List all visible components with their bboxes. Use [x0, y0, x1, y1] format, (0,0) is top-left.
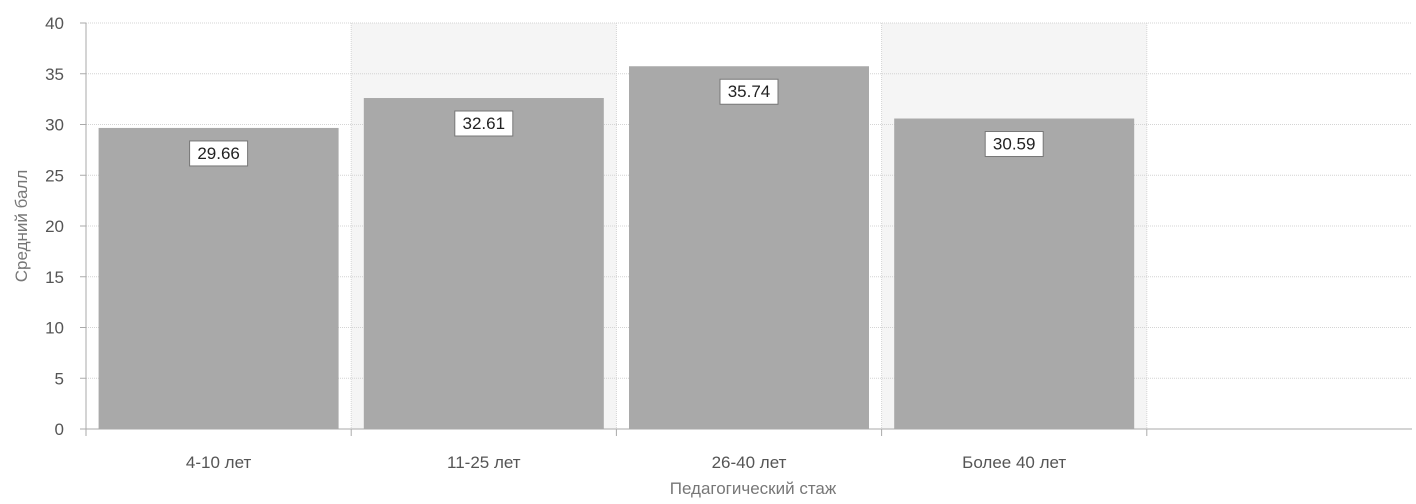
x-tick-labels: 4-10 лет 11-25 лет 26-40 лет Более 40 лет: [186, 453, 1066, 472]
x-axis-title: Педагогический стаж: [670, 479, 837, 498]
y-tick-label: 30: [45, 116, 64, 135]
y-tick-label: 5: [55, 369, 64, 388]
y-axis-title: Средний балл: [12, 170, 31, 282]
bar: [98, 127, 339, 430]
data-label-box: [189, 140, 249, 167]
data-label-box: [984, 131, 1044, 158]
bar: [894, 118, 1135, 429]
x-tick-label: 26-40 лет: [712, 453, 787, 472]
y-tick-label: 0: [55, 420, 64, 439]
data-label: 30.59: [984, 131, 1044, 158]
data-label: 29.66: [189, 140, 249, 167]
bar: [629, 66, 869, 429]
bars: [98, 66, 1135, 430]
y-tick-label: 35: [45, 65, 64, 84]
data-label-box: [454, 110, 514, 137]
data-label-text: 35.74: [728, 82, 771, 101]
data-labels: 29.66 32.61 35.74 30.59: [189, 78, 1044, 167]
y-tick-label: 25: [45, 166, 64, 185]
x-tick-label: 4-10 лет: [186, 453, 252, 472]
y-tick-label: 40: [45, 14, 64, 33]
data-label-text: 30.59: [993, 135, 1036, 154]
y-tick-label: 15: [45, 268, 64, 287]
data-label-box: [719, 78, 779, 105]
data-label-text: 32.61: [463, 114, 506, 133]
x-tick-label: 11-25 лет: [447, 453, 521, 472]
y-tick-label: 20: [45, 217, 64, 236]
x-tick-label: Более 40 лет: [962, 453, 1066, 472]
data-label-text: 29.66: [197, 144, 240, 163]
y-tick-labels: 0 5 10 15 20 25 30 35 40: [45, 14, 64, 439]
data-label: 32.61: [454, 110, 514, 137]
bar: [363, 98, 604, 430]
data-label: 35.74: [719, 78, 779, 105]
y-tick-label: 10: [45, 319, 64, 338]
